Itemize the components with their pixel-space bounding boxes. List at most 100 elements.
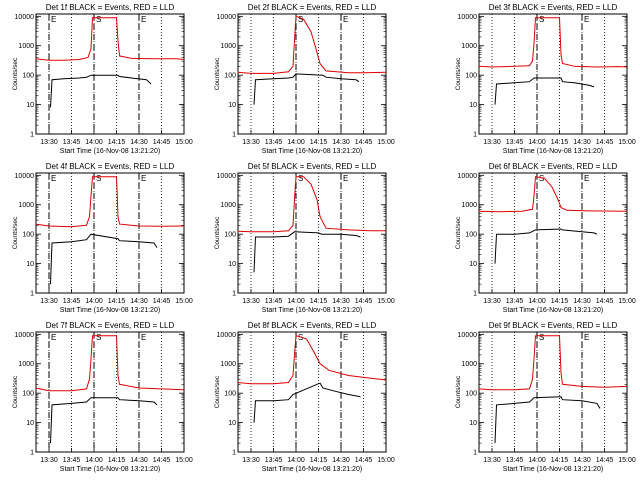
event-marker-label: E xyxy=(343,174,348,183)
event-marker-label: E xyxy=(141,15,146,24)
event-marker-label: E xyxy=(141,333,146,342)
panel-det-1: Det 1f BLACK = Events, RED = LLD 13:30 13:… xyxy=(12,3,193,155)
plot-frame xyxy=(237,172,387,294)
x-tick-label: 15:00 xyxy=(618,139,636,146)
y-tick-label: 10000 xyxy=(458,14,478,21)
x-tick-label: 14:15 xyxy=(108,457,126,464)
y-tick-label: 10000 xyxy=(458,173,478,180)
y-tick-label: 1000 xyxy=(461,202,477,209)
plot-frame xyxy=(35,172,185,294)
x-tick-label: 14:45 xyxy=(153,298,171,305)
lld-series-line xyxy=(35,335,185,392)
x-tick-label: 14:30 xyxy=(573,298,591,305)
x-tick-label: 15:00 xyxy=(618,457,636,464)
event-marker-label: E xyxy=(343,333,348,342)
y-tick-label: 100 xyxy=(22,232,34,239)
lld-series-line xyxy=(237,176,386,233)
lld-series-line xyxy=(478,17,628,68)
panel-title: Det 3f BLACK = Events, RED = LLD xyxy=(489,3,618,12)
y-tick-label: 10000 xyxy=(458,332,478,339)
panel-det-4: Det 4f BLACK = Events, RED = LLD 13:30 13:… xyxy=(12,162,193,314)
x-tick-label: 13:30 xyxy=(483,139,501,146)
y-tick-label: 100 xyxy=(465,391,477,398)
y-tick-label: 1 xyxy=(473,450,477,457)
panel-title: Det 9f BLACK = Events, RED = LLD xyxy=(489,321,618,330)
events-series-line xyxy=(253,231,361,273)
events-series-line xyxy=(253,73,360,105)
y-tick-label: 1000 xyxy=(220,43,236,50)
x-tick-label: 14:00 xyxy=(287,457,305,464)
x-axis-label: Start Time (16-Nov-08 13:21:20) xyxy=(262,148,362,155)
y-axis-label: Counts/sec xyxy=(455,216,462,249)
events-series-line xyxy=(50,233,158,285)
y-axis-label: Counts/sec xyxy=(12,57,19,90)
x-axis-label: Start Time (16-Nov-08 13:21:20) xyxy=(262,307,362,314)
x-tick-label: 14:30 xyxy=(332,139,350,146)
x-tick-label: 13:30 xyxy=(483,298,501,305)
event-marker-label: S xyxy=(298,174,303,183)
x-tick-label: 13:30 xyxy=(40,457,58,464)
event-marker-label: S xyxy=(539,333,544,342)
x-tick-label: 14:15 xyxy=(108,298,126,305)
x-tick-label: 14:30 xyxy=(130,457,148,464)
events-series-line xyxy=(253,382,361,423)
x-tick-label: 13:45 xyxy=(506,298,524,305)
y-tick-label: 1 xyxy=(473,132,477,139)
panel-title: Det 5f BLACK = Events, RED = LLD xyxy=(248,162,377,171)
panel-det-6: Det 6f BLACK = Events, RED = LLD 13:30 13:… xyxy=(455,162,636,314)
x-tick-label: 14:15 xyxy=(310,457,328,464)
x-tick-label: 14:00 xyxy=(85,457,103,464)
y-tick-label: 1 xyxy=(30,291,34,298)
y-tick-label: 1000 xyxy=(18,361,34,368)
x-tick-label: 13:30 xyxy=(242,457,260,464)
x-tick-label: 13:45 xyxy=(265,457,283,464)
y-tick-label: 10000 xyxy=(217,14,237,21)
panel-title: Det 7f BLACK = Events, RED = LLD xyxy=(46,321,175,330)
plot-frame xyxy=(237,13,387,135)
panel-det-2: Det 2f BLACK = Events, RED = LLD 13:30 13:… xyxy=(214,3,395,155)
x-tick-label: 14:30 xyxy=(332,298,350,305)
x-tick-label: 13:30 xyxy=(483,457,501,464)
x-tick-label: 14:00 xyxy=(287,298,305,305)
y-tick-label: 10 xyxy=(26,102,34,109)
panel-det-8: Det 8f BLACK = Events, RED = LLD 13:30 13:… xyxy=(214,321,395,473)
x-tick-label: 15:00 xyxy=(175,139,193,146)
x-tick-label: 14:00 xyxy=(85,139,103,146)
x-tick-label: 14:00 xyxy=(85,298,103,305)
x-tick-label: 13:30 xyxy=(40,298,58,305)
y-tick-label: 10 xyxy=(228,102,236,109)
y-axis-label: Counts/sec xyxy=(214,57,221,90)
y-axis-label: Counts/sec xyxy=(214,216,221,249)
x-tick-label: 15:00 xyxy=(618,298,636,305)
x-axis-label: Start Time (16-Nov-08 13:21:20) xyxy=(262,466,362,473)
x-tick-label: 14:30 xyxy=(573,457,591,464)
panel-title: Det 4f BLACK = Events, RED = LLD xyxy=(46,162,175,171)
y-tick-label: 1000 xyxy=(461,43,477,50)
x-tick-label: 14:30 xyxy=(573,139,591,146)
panel-title: Det 1f BLACK = Events, RED = LLD xyxy=(46,3,175,12)
events-series-line xyxy=(494,396,601,444)
y-tick-label: 10000 xyxy=(217,332,237,339)
events-series-line xyxy=(494,77,595,105)
plot-frame xyxy=(237,331,387,453)
x-tick-label: 13:45 xyxy=(506,457,524,464)
event-marker-label: E xyxy=(584,174,589,183)
y-axis-label: Counts/sec xyxy=(214,375,221,408)
plot-frame xyxy=(35,331,185,453)
lld-series-line xyxy=(237,335,387,385)
x-tick-label: 14:45 xyxy=(355,457,373,464)
x-tick-label: 14:15 xyxy=(310,139,328,146)
x-axis-label: Start Time (16-Nov-08 13:21:20) xyxy=(503,148,603,155)
event-marker-label: S xyxy=(96,174,101,183)
x-tick-label: 14:00 xyxy=(528,298,546,305)
event-marker-label: S xyxy=(298,15,303,24)
y-axis-label: Counts/sec xyxy=(12,375,19,408)
x-axis-label: Start Time (16-Nov-08 13:21:20) xyxy=(60,466,160,473)
x-tick-label: 14:30 xyxy=(332,457,350,464)
x-axis-label: Start Time (16-Nov-08 13:21:20) xyxy=(60,148,160,155)
y-tick-label: 100 xyxy=(22,391,34,398)
x-tick-label: 13:30 xyxy=(242,298,260,305)
y-tick-label: 100 xyxy=(224,232,236,239)
x-axis-label: Start Time (16-Nov-08 13:21:20) xyxy=(503,307,603,314)
